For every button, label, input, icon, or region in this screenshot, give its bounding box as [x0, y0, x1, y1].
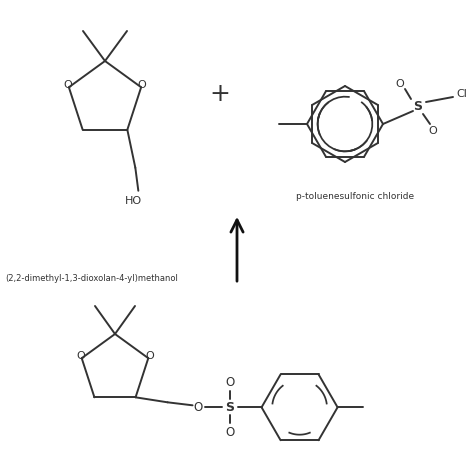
Text: O: O	[193, 401, 202, 414]
Text: +: +	[210, 82, 230, 106]
Text: O: O	[76, 351, 85, 361]
Text: O: O	[396, 79, 404, 89]
Text: p-toluenesulfonic chloride: p-toluenesulfonic chloride	[296, 192, 414, 201]
Text: S: S	[225, 401, 234, 414]
Text: O: O	[138, 80, 146, 90]
Text: O: O	[145, 351, 154, 361]
Text: Cl: Cl	[456, 89, 467, 99]
Text: O: O	[64, 80, 72, 90]
Text: O: O	[428, 126, 438, 136]
Text: O: O	[225, 376, 234, 389]
Text: S: S	[413, 99, 422, 113]
Text: HO: HO	[125, 196, 142, 206]
Text: O: O	[225, 426, 234, 439]
Text: (2,2-dimethyl-1,3-dioxolan-4-yl)methanol: (2,2-dimethyl-1,3-dioxolan-4-yl)methanol	[5, 274, 178, 283]
